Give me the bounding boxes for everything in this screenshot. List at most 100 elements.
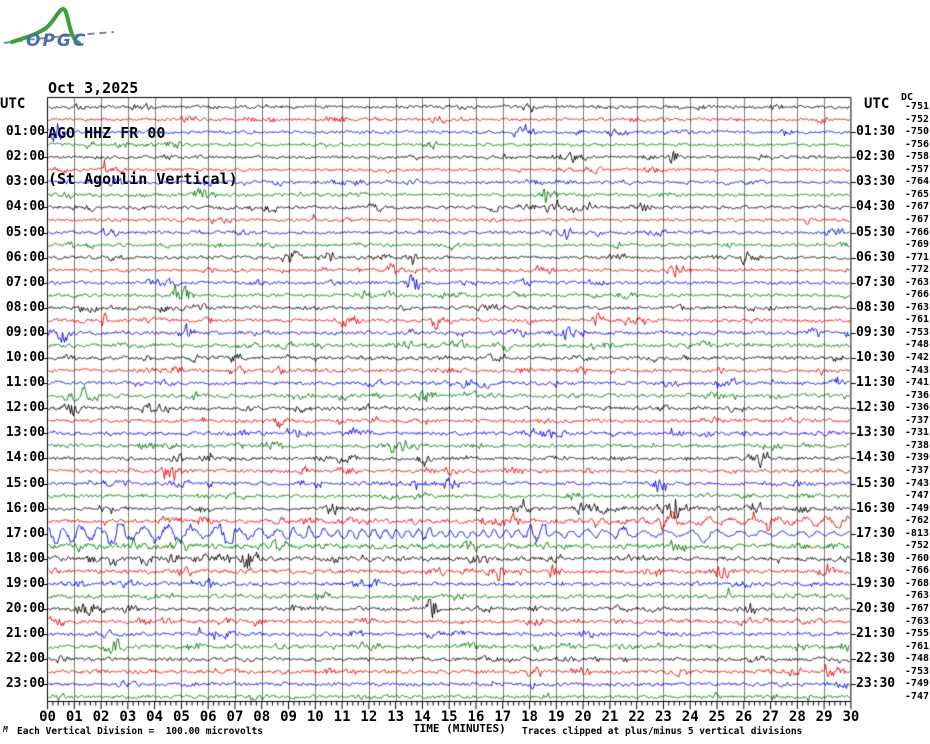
right-time-label: 13:30 — [856, 425, 896, 441]
x-tick-label: 23 — [655, 709, 672, 725]
left-time-label: 20:00 — [5, 601, 45, 616]
dc-offset-value: -756 — [904, 138, 929, 150]
x-tick-label: 26 — [735, 709, 753, 725]
left-time-label: 10:00 — [5, 350, 45, 365]
right-time-label: 06:30 — [856, 249, 896, 265]
dc-offset-value: -749 — [904, 502, 929, 514]
dc-offset-value: -737 — [904, 414, 929, 426]
right-time-label: 17:30 — [856, 525, 896, 541]
x-tick-label: 19 — [547, 709, 565, 725]
x-tick-label: 16 — [467, 709, 485, 725]
dc-offset-value: -813 — [904, 527, 929, 539]
right-time-label: 12:30 — [856, 400, 896, 416]
x-tick-label: 05 — [172, 709, 190, 725]
dc-offset-value: -736 — [904, 389, 929, 401]
x-tick-label: 12 — [360, 709, 378, 725]
left-time-label: 08:00 — [5, 299, 45, 315]
dc-offset-value: -762 — [904, 515, 929, 527]
left-time-label: 12:00 — [5, 400, 45, 416]
x-tick-label: 14 — [413, 709, 431, 725]
x-tick-label: 01 — [65, 709, 83, 725]
dc-offset-value: -738 — [904, 439, 929, 451]
dc-offset-value: -736 — [904, 402, 929, 414]
dc-offset-value: -750 — [904, 126, 929, 138]
x-tick-label: 17 — [494, 709, 512, 725]
x-tick-label: 06 — [199, 709, 217, 725]
dc-offset-value: -749 — [904, 678, 929, 690]
dc-offset-value: -741 — [904, 377, 929, 389]
dc-offset-value: -761 — [904, 314, 929, 326]
corner-mark: M — [3, 725, 8, 734]
dc-offset-value: -766 — [904, 226, 929, 238]
right-time-label: 21:30 — [856, 626, 896, 642]
dc-offset-value: -767 — [904, 201, 929, 213]
left-time-label: 18:00 — [5, 550, 45, 566]
dc-offset-value: -739 — [904, 452, 929, 464]
x-tick-label: 21 — [601, 709, 619, 725]
dc-offset-value: -766 — [904, 289, 929, 301]
right-time-label: 09:30 — [856, 324, 896, 340]
dc-offset-value: -748 — [904, 339, 929, 351]
dc-offset-value: -765 — [904, 188, 929, 200]
dc-offset-value: -768 — [904, 577, 929, 589]
x-tick-label: 13 — [387, 709, 405, 725]
dc-offset-value: -772 — [904, 264, 929, 276]
dc-offset-value: -742 — [904, 352, 929, 363]
right-time-label: 22:30 — [856, 651, 896, 667]
dc-offset-value: -767 — [904, 603, 929, 614]
right-time-label: 14:30 — [856, 450, 896, 466]
dc-offset-value: -747 — [904, 490, 929, 502]
x-tick-label: 28 — [788, 709, 806, 725]
right-time-label: 02:30 — [856, 149, 896, 165]
x-tick-label: 15 — [440, 709, 458, 725]
x-tick-label: 08 — [253, 709, 271, 725]
left-time-label: 06:00 — [5, 249, 45, 265]
x-tick-label: 04 — [146, 709, 164, 725]
dc-offset-value: -763 — [904, 276, 929, 288]
dc-offset-value: -769 — [904, 239, 929, 251]
right-time-label: 20:30 — [856, 601, 896, 616]
right-time-label: 03:30 — [856, 174, 896, 190]
dc-offset-value: -763 — [904, 615, 929, 627]
dc-offset-value: -752 — [904, 113, 929, 125]
x-tick-label: 24 — [681, 709, 699, 725]
x-tick-label: 20 — [574, 709, 592, 725]
dc-offset-value: -747 — [904, 690, 929, 702]
left-time-label: 11:00 — [5, 375, 45, 391]
dc-offset-value: -767 — [904, 213, 929, 225]
x-axis-title: TIME (MINUTES) — [413, 722, 506, 735]
right-time-label: 05:30 — [856, 224, 896, 240]
dc-offset-value: -764 — [904, 176, 929, 188]
dc-offset-value: -748 — [904, 653, 929, 665]
x-tick-label: 07 — [226, 709, 244, 725]
dc-offset-value: -755 — [904, 628, 929, 640]
dc-offset-value: -758 — [904, 151, 929, 163]
left-time-label: 05:00 — [5, 224, 45, 240]
left-time-label: 22:00 — [5, 651, 45, 667]
left-time-label: 02:00 — [5, 149, 45, 165]
right-time-label: 15:30 — [856, 475, 896, 491]
x-tick-label: 00 — [39, 709, 56, 725]
left-time-label: 19:00 — [5, 575, 45, 591]
left-time-label: 09:00 — [5, 324, 45, 340]
x-tick-label: 25 — [708, 709, 726, 725]
dc-offset-value: -753 — [904, 326, 929, 338]
x-tick-label: 09 — [280, 709, 297, 725]
left-time-label: 16:00 — [5, 500, 45, 516]
right-time-label: 16:30 — [856, 500, 896, 516]
dc-offset-value: -737 — [904, 464, 929, 476]
dc-offset-value: -753 — [904, 665, 929, 677]
dc-offset-value: -771 — [904, 251, 929, 263]
x-tick-label: 30 — [842, 709, 860, 725]
dc-offset-value: -757 — [904, 163, 929, 175]
x-tick-label: 22 — [628, 709, 646, 725]
scale-note: Each Vertical Division = 100.00 microvol… — [17, 726, 263, 737]
left-time-label: 04:00 — [5, 199, 45, 215]
x-tick-label: 02 — [92, 709, 110, 725]
dc-offset-value: -743 — [904, 477, 929, 489]
right-time-label: 01:30 — [856, 124, 896, 140]
right-time-label: 23:30 — [856, 676, 896, 692]
dc-offset-value: -743 — [904, 364, 929, 376]
x-tick-label: 03 — [119, 709, 137, 725]
